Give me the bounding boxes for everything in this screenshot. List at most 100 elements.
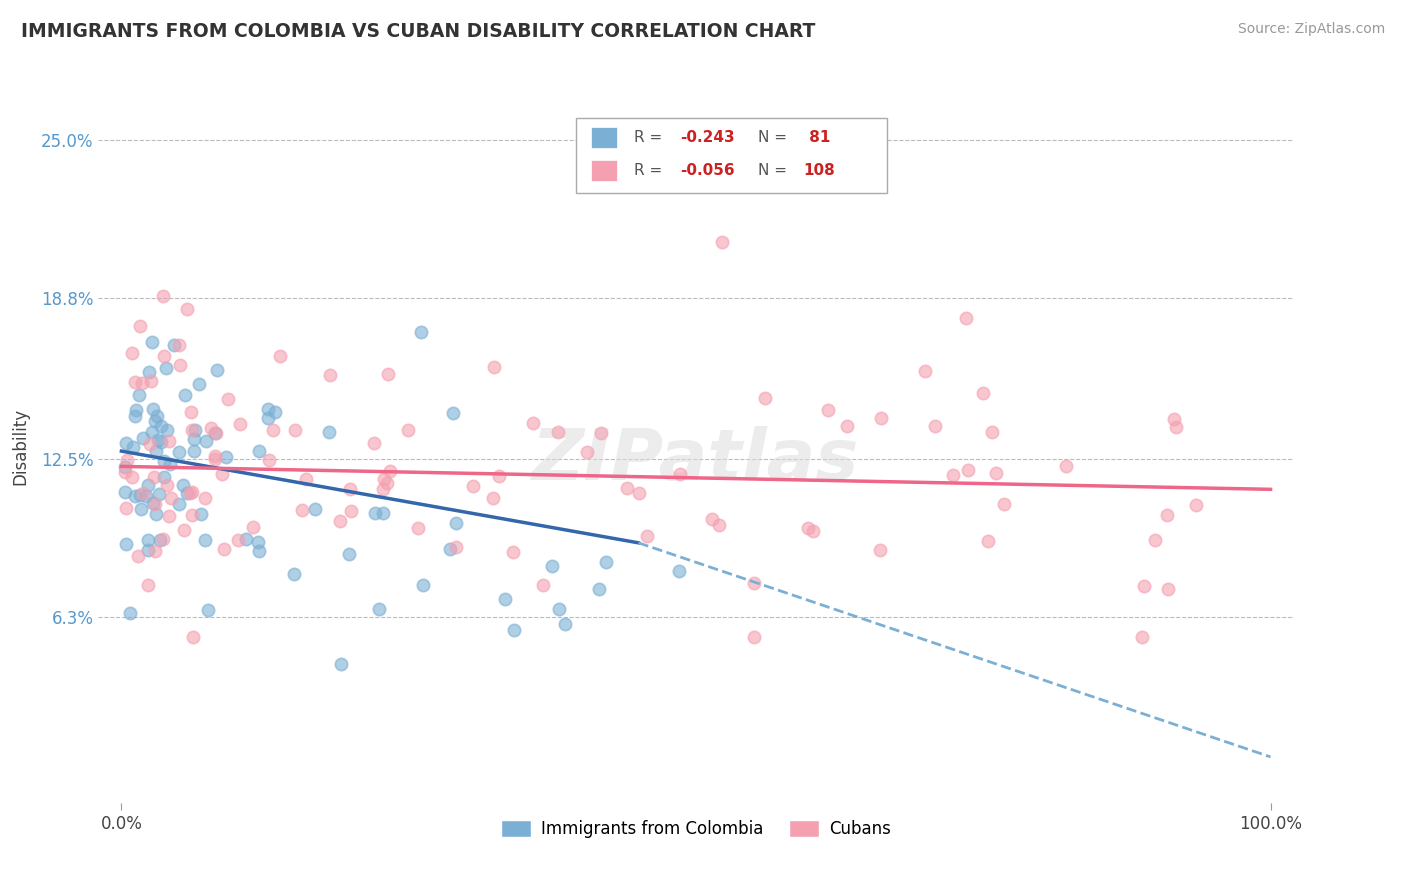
- Point: [129, 487, 152, 501]
- Text: N =: N =: [758, 163, 787, 178]
- Point: [249, 444, 271, 458]
- Point: [132, 431, 155, 445]
- Point: [204, 449, 226, 463]
- Point: [291, 502, 314, 516]
- Point: [977, 534, 1000, 549]
- Point: [159, 457, 181, 471]
- Point: [700, 512, 723, 526]
- Point: [115, 537, 138, 551]
- Text: Source: ZipAtlas.com: Source: ZipAtlas.com: [1237, 22, 1385, 37]
- Point: [339, 482, 361, 496]
- Text: N =: N =: [758, 130, 787, 145]
- Point: [707, 518, 730, 533]
- Point: [183, 444, 205, 458]
- Point: [461, 478, 484, 492]
- Point: [152, 533, 174, 547]
- Point: [135, 490, 157, 504]
- Point: [125, 403, 148, 417]
- Point: [139, 374, 162, 388]
- Point: [984, 466, 1007, 480]
- Point: [914, 364, 936, 378]
- Point: [955, 311, 977, 326]
- Point: [318, 425, 340, 439]
- Point: [1054, 458, 1077, 473]
- Point: [371, 482, 394, 496]
- Point: [246, 535, 269, 549]
- Point: [367, 602, 389, 616]
- Point: [141, 334, 163, 349]
- Point: [205, 362, 228, 376]
- Point: [1144, 533, 1167, 547]
- Point: [1166, 420, 1188, 434]
- Point: [172, 478, 194, 492]
- Point: [817, 402, 839, 417]
- Point: [114, 436, 136, 450]
- Point: [184, 423, 207, 437]
- Point: [488, 468, 510, 483]
- Text: R =: R =: [634, 130, 666, 145]
- Point: [329, 514, 352, 528]
- Point: [194, 491, 217, 506]
- Point: [142, 496, 165, 510]
- Point: [132, 486, 155, 500]
- Point: [143, 543, 166, 558]
- Point: [502, 545, 524, 559]
- Point: [482, 359, 505, 374]
- Point: [398, 423, 420, 437]
- Text: -0.243: -0.243: [681, 130, 735, 145]
- Point: [138, 436, 160, 450]
- Point: [554, 616, 576, 631]
- Point: [229, 417, 252, 431]
- Point: [149, 533, 172, 547]
- Point: [211, 467, 233, 482]
- Point: [256, 411, 278, 425]
- Point: [363, 435, 385, 450]
- Point: [136, 478, 159, 492]
- Point: [284, 423, 307, 437]
- Point: [502, 623, 524, 637]
- Point: [114, 500, 136, 515]
- Point: [444, 516, 467, 531]
- Point: [136, 543, 159, 558]
- Point: [204, 451, 226, 466]
- Point: [188, 377, 211, 392]
- Point: [337, 547, 360, 561]
- Point: [548, 602, 571, 616]
- Point: [215, 450, 238, 465]
- Point: [993, 497, 1015, 511]
- Point: [295, 472, 318, 486]
- Point: [1156, 508, 1178, 522]
- Point: [1163, 412, 1185, 426]
- Point: [242, 520, 264, 534]
- Point: [156, 423, 179, 437]
- Point: [576, 445, 599, 459]
- Point: [181, 630, 204, 644]
- Point: [283, 566, 305, 581]
- Point: [153, 470, 176, 484]
- Text: ZIPatlas: ZIPatlas: [533, 425, 859, 495]
- Point: [173, 523, 195, 537]
- Point: [364, 506, 387, 520]
- Point: [156, 477, 179, 491]
- Point: [118, 606, 141, 620]
- Point: [157, 434, 180, 448]
- Point: [668, 467, 690, 481]
- Point: [801, 524, 824, 538]
- Point: [869, 542, 891, 557]
- Point: [146, 434, 169, 448]
- Point: [197, 603, 219, 617]
- Point: [194, 533, 217, 547]
- Point: [636, 528, 658, 542]
- Point: [235, 533, 257, 547]
- FancyBboxPatch shape: [591, 161, 617, 180]
- Text: R =: R =: [634, 163, 666, 178]
- Point: [150, 419, 173, 434]
- Point: [924, 419, 946, 434]
- Point: [115, 453, 138, 467]
- Point: [329, 657, 352, 672]
- Point: [114, 465, 136, 479]
- Point: [373, 472, 395, 486]
- Point: [163, 338, 186, 352]
- Point: [1130, 630, 1153, 644]
- Point: [439, 541, 461, 556]
